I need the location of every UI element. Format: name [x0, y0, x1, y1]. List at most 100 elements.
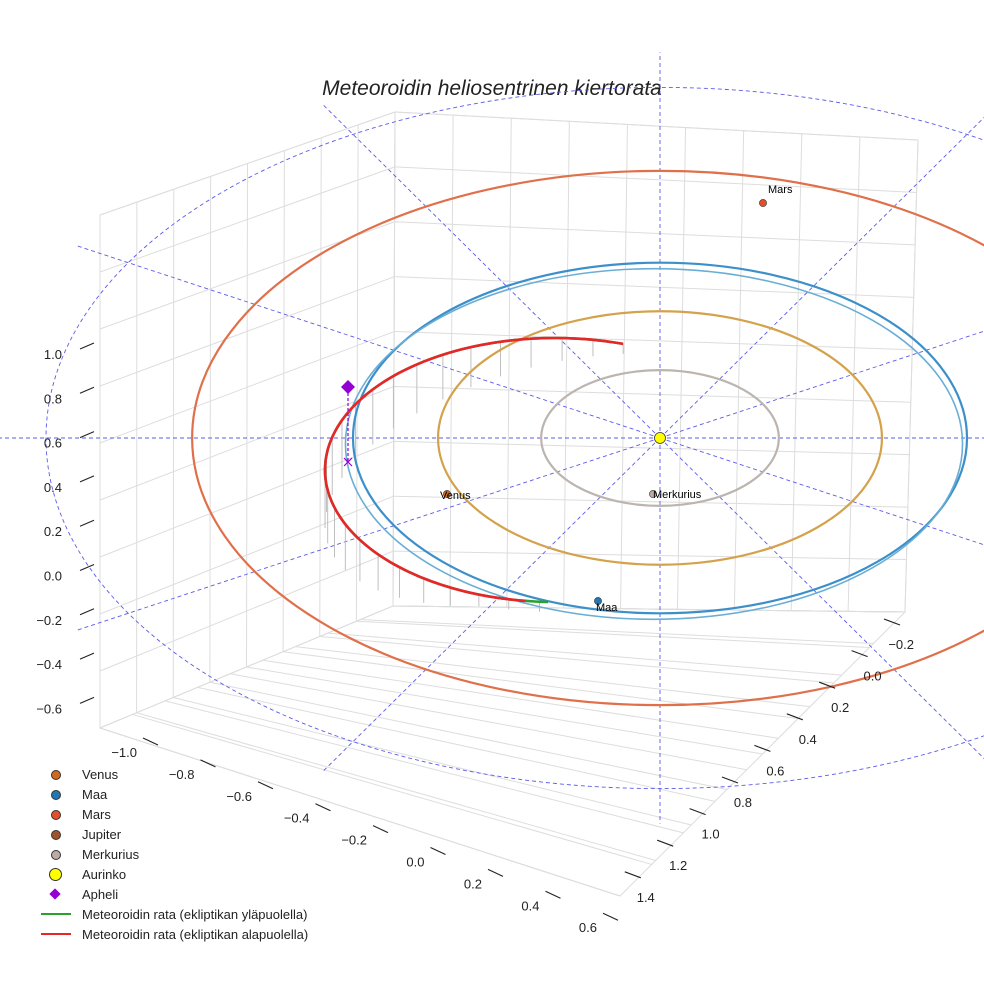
legend-swatch	[38, 884, 74, 904]
grid-line	[262, 659, 779, 739]
label-merkurius: Merkurius	[653, 489, 702, 501]
y-tick-mark	[657, 839, 674, 847]
z-tick-label: 0.4	[44, 480, 62, 495]
x-tick-label: 0.6	[579, 920, 597, 935]
grid-line	[164, 700, 684, 834]
grid-line	[246, 163, 248, 668]
sun-marker	[654, 432, 666, 444]
y-tick-mark	[624, 871, 641, 879]
x-tick-label: −0.4	[284, 811, 310, 826]
grid-line	[394, 276, 914, 298]
grid-line	[99, 331, 395, 444]
y-tick-label: 0.0	[864, 669, 882, 684]
ecliptic-spoke	[74, 437, 661, 632]
x-tick-label: −1.0	[111, 745, 137, 760]
z-tick-label: −0.4	[36, 657, 62, 672]
y-tick-mark	[754, 744, 771, 752]
x-tick-mark	[487, 868, 504, 877]
marker-merkurius	[649, 490, 657, 498]
legend-marker	[51, 850, 61, 860]
z-tick-mark	[79, 431, 95, 439]
orbit-maa	[351, 261, 969, 615]
legend-swatch	[38, 924, 74, 944]
z-tick-mark	[79, 519, 95, 527]
orbit-maa-shadow	[344, 267, 964, 621]
y-tick-mark	[721, 776, 739, 784]
legend-item: Merkurius	[38, 844, 368, 864]
legend-swatch	[38, 864, 74, 884]
grid-line	[356, 620, 870, 648]
grid-line	[563, 121, 570, 609]
grid-line	[319, 636, 834, 684]
grid-line	[136, 712, 656, 861]
orbit-merkurius	[540, 369, 780, 507]
grid-line	[283, 651, 799, 719]
legend-marker	[41, 913, 71, 915]
z-tick-mark	[79, 475, 95, 483]
ecliptic-spoke	[321, 103, 661, 439]
grid-line	[393, 550, 907, 561]
x-tick-mark	[142, 737, 159, 746]
legend-label: Meteoroidin rata (ekliptikan yläpuolella…	[82, 906, 308, 922]
legend-swatch	[38, 844, 74, 864]
legend-swatch	[38, 904, 74, 924]
y-tick-label: 0.2	[831, 700, 849, 715]
y-tick-mark	[786, 713, 803, 721]
aphelion-marker	[341, 380, 355, 394]
z-tick-mark	[79, 386, 95, 394]
legend-item: Venus	[38, 764, 368, 784]
marker-maa	[594, 597, 602, 605]
legend-label: Jupiter	[82, 826, 122, 842]
legend-label: Mars	[82, 806, 111, 822]
y-tick-mark	[883, 618, 901, 626]
planet-orbits	[191, 169, 984, 707]
body-markers: Venus Maa Mars Merkurius	[341, 184, 793, 614]
grid-line	[449, 115, 454, 607]
legend-item: Apheli	[38, 884, 368, 904]
ecliptic-spoke	[74, 244, 661, 439]
grid-line	[173, 697, 692, 826]
grid-line	[132, 713, 652, 865]
legend-marker	[51, 810, 61, 820]
legend-swatch	[38, 764, 74, 784]
grid-line	[393, 385, 911, 403]
grid-line	[246, 666, 763, 755]
legend-label: Maa	[82, 786, 108, 802]
y-tick-label: 1.4	[637, 890, 655, 905]
legend-label: Merkurius	[82, 846, 140, 862]
x-tick-label: −0.2	[341, 833, 367, 848]
z-tick-mark	[79, 652, 95, 660]
x-tick-label: −0.6	[226, 789, 252, 804]
meteoroid-arc-below	[323, 336, 624, 603]
z-tick-label: 1.0	[44, 347, 62, 362]
orbit-venus	[436, 310, 884, 566]
legend-item: Meteoroidin rata (ekliptikan alapuolella…	[38, 924, 368, 944]
label-maa: Maa	[596, 602, 618, 614]
x-tick-mark	[602, 912, 619, 921]
legend-item: Mars	[38, 804, 368, 824]
grid-line	[99, 166, 395, 273]
y-tick-label: 1.2	[669, 858, 687, 873]
grid-line	[230, 673, 747, 771]
grid-line	[620, 124, 628, 609]
grid-line	[295, 646, 811, 708]
grid-line	[172, 189, 175, 698]
chart-title: Meteoroidin heliosentrinen kiertorata	[322, 77, 662, 100]
x-tick-label: 0.0	[406, 855, 424, 870]
grid-line	[99, 495, 394, 615]
y-tick-mark	[819, 681, 836, 689]
meteoroid-drop-lines	[324, 338, 624, 612]
orbit-mars	[191, 169, 984, 707]
meteoroid-orbit	[323, 336, 624, 604]
y-tick-label: 0.4	[799, 732, 817, 747]
grid-line	[394, 221, 916, 246]
z-tick-label: −0.6	[36, 701, 62, 716]
grid-line	[394, 111, 919, 141]
y-tick-label: 1.0	[702, 827, 720, 842]
legend-item: Jupiter	[38, 824, 368, 844]
grid-line	[209, 176, 212, 683]
grid-line	[393, 440, 910, 456]
ecliptic-spoke	[659, 437, 984, 760]
ecliptic-spoke	[659, 116, 984, 439]
